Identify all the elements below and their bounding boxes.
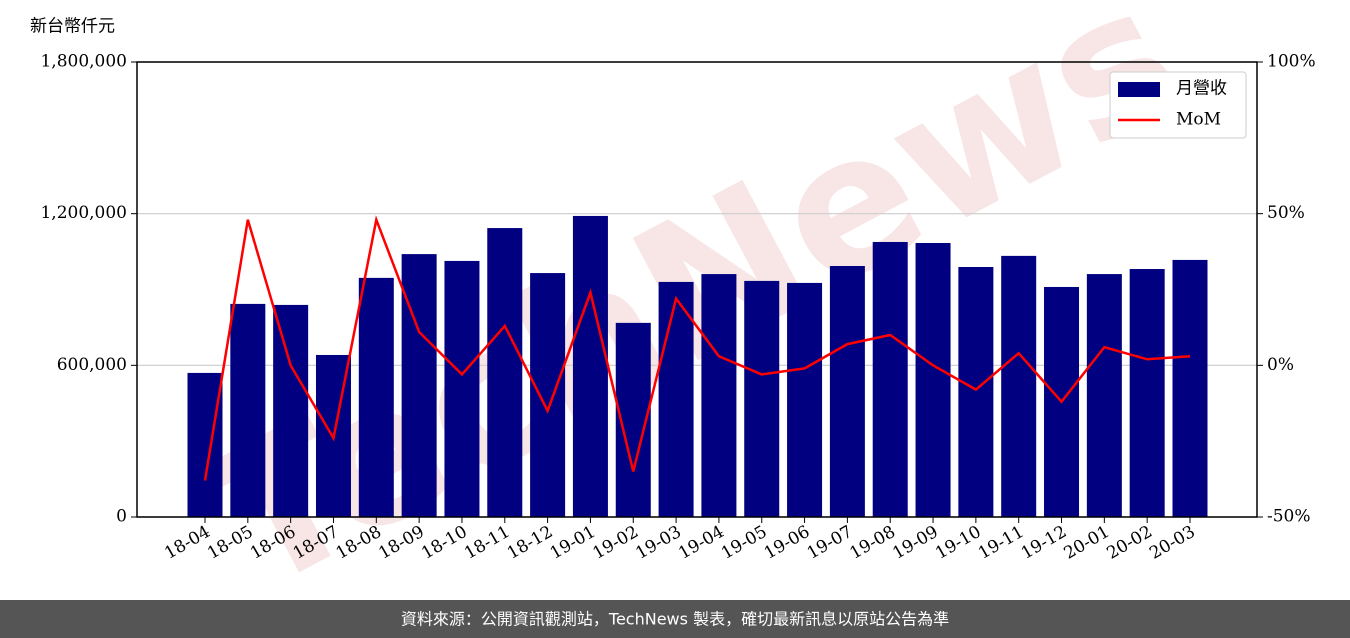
- x-tick-label: 19-02: [590, 522, 642, 564]
- x-tick-label: 20-02: [1103, 522, 1155, 564]
- bar: [187, 372, 223, 517]
- x-tick-label: 19-05: [718, 522, 770, 564]
- x-tick-label: 18-12: [504, 522, 556, 564]
- bar: [872, 241, 908, 517]
- bar: [358, 277, 394, 517]
- x-tick-label: 19-07: [804, 522, 856, 564]
- bar: [915, 242, 951, 517]
- x-tick-label: 19-09: [889, 522, 941, 564]
- legend-label: MoM: [1176, 110, 1221, 130]
- x-tick-label: 19-08: [847, 522, 899, 564]
- x-tick-label: 19-04: [675, 522, 727, 564]
- bar: [1001, 255, 1037, 517]
- bar: [701, 274, 737, 517]
- y-tick-label: 1,800,000: [40, 52, 127, 72]
- line: [203, 215, 1191, 481]
- y2-tick-label: 50%: [1267, 203, 1305, 223]
- bar: [444, 260, 480, 517]
- bar: [1129, 269, 1165, 517]
- x-tick-label: 20-03: [1146, 522, 1198, 564]
- y-axis-label: 新台幣仟元: [30, 17, 115, 37]
- bar: [530, 273, 566, 517]
- x-tick-label: 19-10: [932, 522, 984, 564]
- bar: [401, 254, 437, 517]
- bar: [787, 282, 823, 517]
- y-tick-label: 600,000: [57, 355, 127, 375]
- footer-text: 資料來源：公開資訊觀測站，TechNews 製表，確切最新訊息以原站公告為準: [401, 610, 949, 629]
- bar: [658, 281, 694, 517]
- bar: [273, 304, 309, 517]
- bar: [1172, 259, 1208, 517]
- bar: [487, 228, 523, 517]
- y2-tick-label: 100%: [1267, 52, 1316, 72]
- footer: [0, 600, 1350, 638]
- bar: [230, 303, 266, 517]
- y-tick-label: 0: [116, 507, 127, 527]
- x-tick-label: 20-01: [1061, 522, 1113, 564]
- bar: [829, 265, 865, 517]
- y-tick-label: 1,200,000: [40, 203, 127, 223]
- x-tick-label: 19-12: [1018, 522, 1070, 564]
- plot-frame: [136, 61, 1258, 518]
- bar: [958, 267, 994, 517]
- x-tick-label: 19-06: [761, 522, 813, 564]
- bar: [744, 280, 780, 517]
- x-tick-label: 18-04: [161, 522, 213, 564]
- legend-swatch: [1118, 82, 1160, 97]
- y2-tick-label: 0%: [1267, 355, 1294, 375]
- bar: [572, 215, 608, 518]
- x-tick-label: 19-03: [632, 522, 684, 564]
- y2-tick-label: -50%: [1267, 507, 1311, 527]
- bar: [1086, 274, 1122, 517]
- x-tick-label: 19-11: [975, 522, 1027, 564]
- x-tick-label: 19-01: [547, 522, 599, 564]
- legend-label: 月營收: [1176, 79, 1227, 99]
